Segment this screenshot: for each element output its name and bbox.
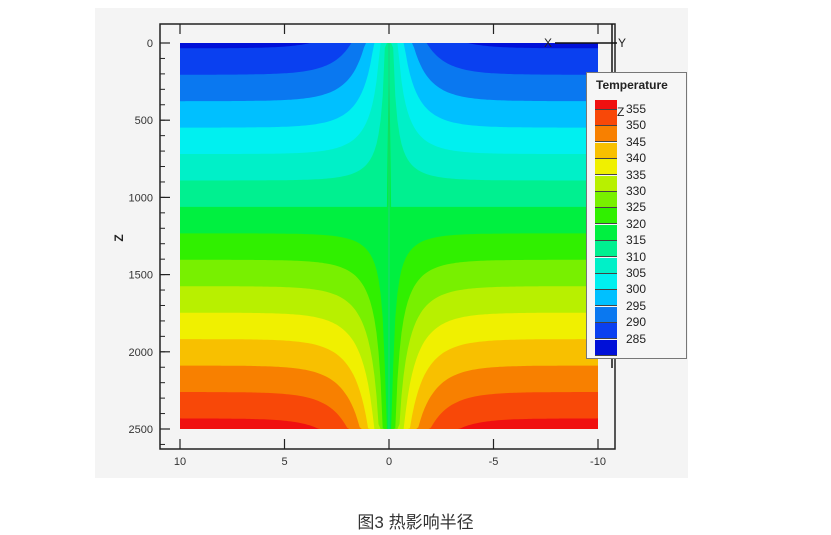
x-tick-label: -5 xyxy=(489,456,499,468)
axis-triad-y-label: Y xyxy=(618,36,627,50)
legend-label: 320 xyxy=(626,216,647,231)
legend-label: 350 xyxy=(626,118,647,133)
legend-swatch xyxy=(595,159,617,176)
x-tick-label: 5 xyxy=(281,456,287,468)
y-tick-label: 1000 xyxy=(129,192,153,204)
y-tick-label: 500 xyxy=(135,115,153,127)
legend-swatch xyxy=(595,126,617,143)
legend-label: 355 xyxy=(626,102,647,116)
y-tick-label: 2500 xyxy=(129,424,153,436)
legend-label: 300 xyxy=(626,282,647,297)
legend-swatch xyxy=(595,175,617,192)
legend-swatch xyxy=(595,306,617,323)
y-axis-label: Z xyxy=(112,234,126,241)
y-tick-label: 2000 xyxy=(129,347,153,359)
axis-triad-z-label: Z xyxy=(617,105,625,119)
legend-label: 285 xyxy=(626,331,647,346)
legend-label: 295 xyxy=(626,298,647,313)
legend-swatch xyxy=(595,290,617,307)
legend-swatch xyxy=(595,339,617,356)
axis-triad-x-label: X xyxy=(544,36,553,50)
legend-title: Temperature xyxy=(596,78,668,92)
legend-swatch xyxy=(595,192,617,208)
contour-band-350 xyxy=(180,392,598,429)
legend-label: 330 xyxy=(626,184,647,198)
figure-caption: 图3 热影响半径 xyxy=(357,513,474,532)
x-tick-label: -10 xyxy=(590,456,606,468)
legend-swatch xyxy=(595,142,617,159)
contour-band-355 xyxy=(180,418,598,429)
legend-label: 335 xyxy=(626,167,647,182)
legend-swatch xyxy=(595,323,617,340)
x-tick-label: 0 xyxy=(386,456,392,468)
legend-label: 290 xyxy=(626,315,647,330)
x-tick-label: 10 xyxy=(174,456,186,468)
figure-panel: 0 500 1000 1500 2000 2500 10 5 0 -5 -10 Z X Y Tempe… xyxy=(95,8,688,478)
legend-swatch xyxy=(595,241,617,258)
legend-swatch xyxy=(595,257,617,274)
legend-label: 315 xyxy=(626,233,647,248)
legend-swatch xyxy=(595,100,617,110)
legend-label: 340 xyxy=(626,151,647,166)
legend: Temperature Z 355 350 345 340 335 330 325 320 31… xyxy=(586,72,687,359)
legend-swatch xyxy=(595,110,617,126)
y-tick-label: 1500 xyxy=(129,270,153,282)
legend-label: 325 xyxy=(626,200,647,215)
contour-plot: 0 500 1000 1500 2000 2500 10 5 0 -5 -10 Z xyxy=(112,23,617,468)
legend-label: 305 xyxy=(626,266,647,280)
legend-label: 345 xyxy=(626,134,647,149)
legend-swatch xyxy=(595,208,617,225)
y-tick-label: 0 xyxy=(147,38,153,50)
legend-label: 310 xyxy=(626,249,647,264)
legend-swatch xyxy=(595,274,617,290)
legend-swatch xyxy=(595,224,617,241)
